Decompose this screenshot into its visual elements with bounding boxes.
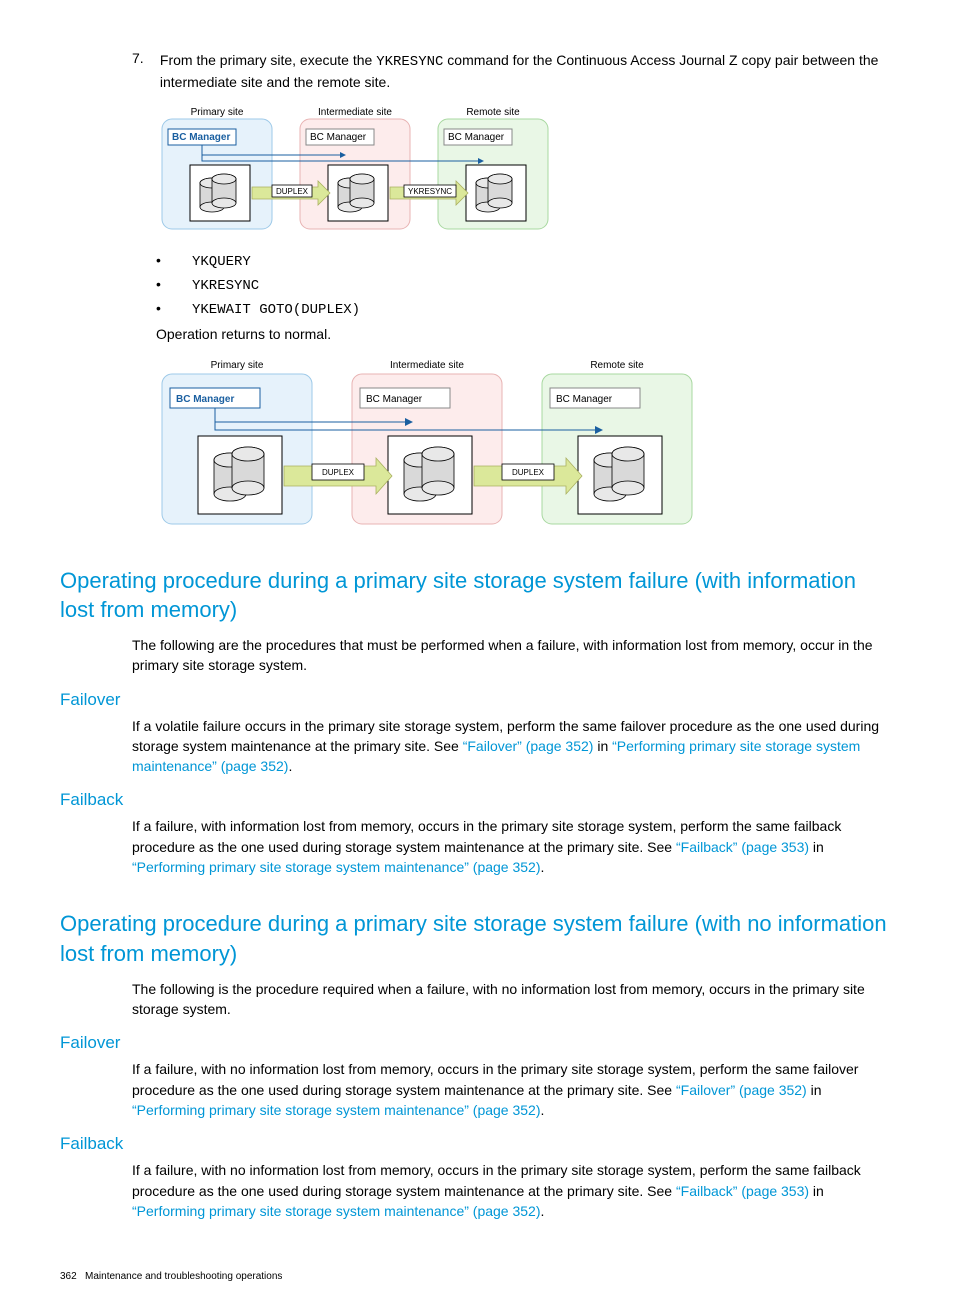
page-footer: 362 Maintenance and troubleshooting oper… [60, 1271, 894, 1282]
text-fragment: in [809, 839, 824, 855]
failback-heading-1: Failback [60, 790, 894, 810]
cmd-ykewait: YKEWAIT GOTO(DUPLEX) [192, 302, 360, 318]
svg-text:BC Manager: BC Manager [176, 394, 234, 405]
text-fragment: . [288, 758, 292, 774]
svg-text:YKRESYNC: YKRESYNC [408, 187, 452, 196]
section-2-heading: Operating procedure during a primary sit… [60, 909, 894, 968]
step-text: From the primary site, execute the YKRES… [160, 50, 880, 93]
section-1-heading: Operating procedure during a primary sit… [60, 566, 894, 625]
section-1-intro: The following are the procedures that mu… [132, 635, 894, 676]
failover-text-1: If a volatile failure occurs in the prim… [132, 716, 894, 777]
list-item: •YKEWAIT GOTO(DUPLEX) [156, 300, 894, 318]
command-list: •YKQUERY •YKRESYNC •YKEWAIT GOTO(DUPLEX) [156, 252, 894, 318]
text-fragment: in [593, 738, 612, 754]
link-failback-353[interactable]: “Failback” (page 353) [676, 1183, 809, 1199]
link-failback-353[interactable]: “Failback” (page 353) [676, 839, 809, 855]
section-2-intro: The following is the procedure required … [132, 979, 894, 1020]
text-fragment: . [541, 1203, 545, 1219]
svg-text:BC Manager: BC Manager [366, 394, 423, 405]
text-fragment: . [541, 859, 545, 875]
page-number: 362 [60, 1271, 77, 1282]
link-maintenance-352[interactable]: “Performing primary site storage system … [132, 859, 541, 875]
cmd-ykquery: YKQUERY [192, 254, 251, 270]
svg-text:DUPLEX: DUPLEX [512, 468, 545, 477]
text-fragment: in [809, 1183, 824, 1199]
svg-text:Primary site: Primary site [191, 107, 244, 118]
svg-text:BC Manager: BC Manager [556, 394, 613, 405]
text-fragment: in [807, 1082, 822, 1098]
link-failover-352[interactable]: “Failover” (page 352) [463, 738, 594, 754]
svg-text:BC Manager: BC Manager [310, 132, 367, 143]
operation-return-text: Operation returns to normal. [156, 326, 894, 342]
svg-text:Remote site: Remote site [590, 360, 644, 371]
svg-text:Intermediate site: Intermediate site [390, 360, 464, 371]
diagram-2: Primary site Intermediate site Remote si… [160, 356, 894, 534]
link-maintenance-352[interactable]: “Performing primary site storage system … [132, 1102, 541, 1118]
step-text-a: From the primary site, execute the [160, 52, 376, 68]
link-failover-352[interactable]: “Failover” (page 352) [676, 1082, 807, 1098]
footer-title: Maintenance and troubleshooting operatio… [85, 1271, 282, 1282]
svg-text:Remote site: Remote site [466, 107, 520, 118]
svg-text:Intermediate site: Intermediate site [318, 107, 392, 118]
text-fragment: . [541, 1102, 545, 1118]
step-7: 7. From the primary site, execute the YK… [132, 50, 894, 93]
failover-heading-1: Failover [60, 690, 894, 710]
step-number: 7. [132, 50, 156, 66]
failback-text-2: If a failure, with no information lost f… [132, 1160, 894, 1221]
failover-heading-2: Failover [60, 1033, 894, 1053]
svg-text:DUPLEX: DUPLEX [276, 187, 309, 196]
cmd-ykresync: YKRESYNC [192, 278, 259, 294]
list-item: •YKRESYNC [156, 276, 894, 294]
list-item: •YKQUERY [156, 252, 894, 270]
failover-text-2: If a failure, with no information lost f… [132, 1059, 894, 1120]
failback-heading-2: Failback [60, 1134, 894, 1154]
svg-text:BC Manager: BC Manager [172, 132, 230, 143]
svg-text:Primary site: Primary site [211, 360, 264, 371]
step-cmd: YKRESYNC [376, 54, 443, 70]
svg-text:BC Manager: BC Manager [448, 132, 505, 143]
failback-text-1: If a failure, with information lost from… [132, 816, 894, 877]
diagram-1: Primary site Intermediate site Remote si… [160, 105, 894, 238]
link-maintenance-352[interactable]: “Performing primary site storage system … [132, 1203, 541, 1219]
svg-text:DUPLEX: DUPLEX [322, 468, 355, 477]
